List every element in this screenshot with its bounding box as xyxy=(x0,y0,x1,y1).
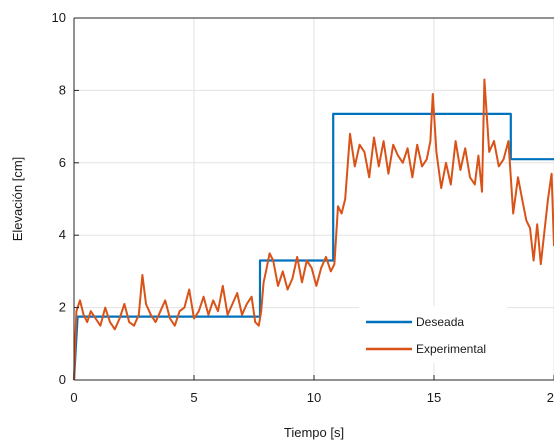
x-tick-label: 5 xyxy=(190,390,197,405)
series-layer xyxy=(72,78,554,381)
y-axis-title: Elevación [cm] xyxy=(10,157,25,242)
tick-labels: 0 5 10 15 20 0 2 4 6 8 10 xyxy=(52,10,554,405)
legend-box xyxy=(359,306,507,363)
y-tick-label: 8 xyxy=(59,82,66,97)
x-tick-label: 20 xyxy=(547,390,554,405)
legend-label-deseada: Deseada xyxy=(416,315,464,329)
x-tick-label: 0 xyxy=(70,390,77,405)
y-tick-label: 10 xyxy=(52,10,66,25)
y-tick-label: 0 xyxy=(59,372,66,387)
x-tick-label: 15 xyxy=(427,390,441,405)
y-tick-label: 6 xyxy=(59,155,66,170)
axes xyxy=(73,17,554,381)
series-line-experimental xyxy=(73,78,554,381)
x-axis-title: Tiempo [s] xyxy=(284,425,344,440)
legend-label-experimental: Experimental xyxy=(416,342,486,356)
legend: Deseada Experimental xyxy=(359,306,507,363)
y-tick-label: 4 xyxy=(59,227,66,242)
y-tick-label: 2 xyxy=(59,300,66,315)
x-tick-label: 10 xyxy=(307,390,321,405)
